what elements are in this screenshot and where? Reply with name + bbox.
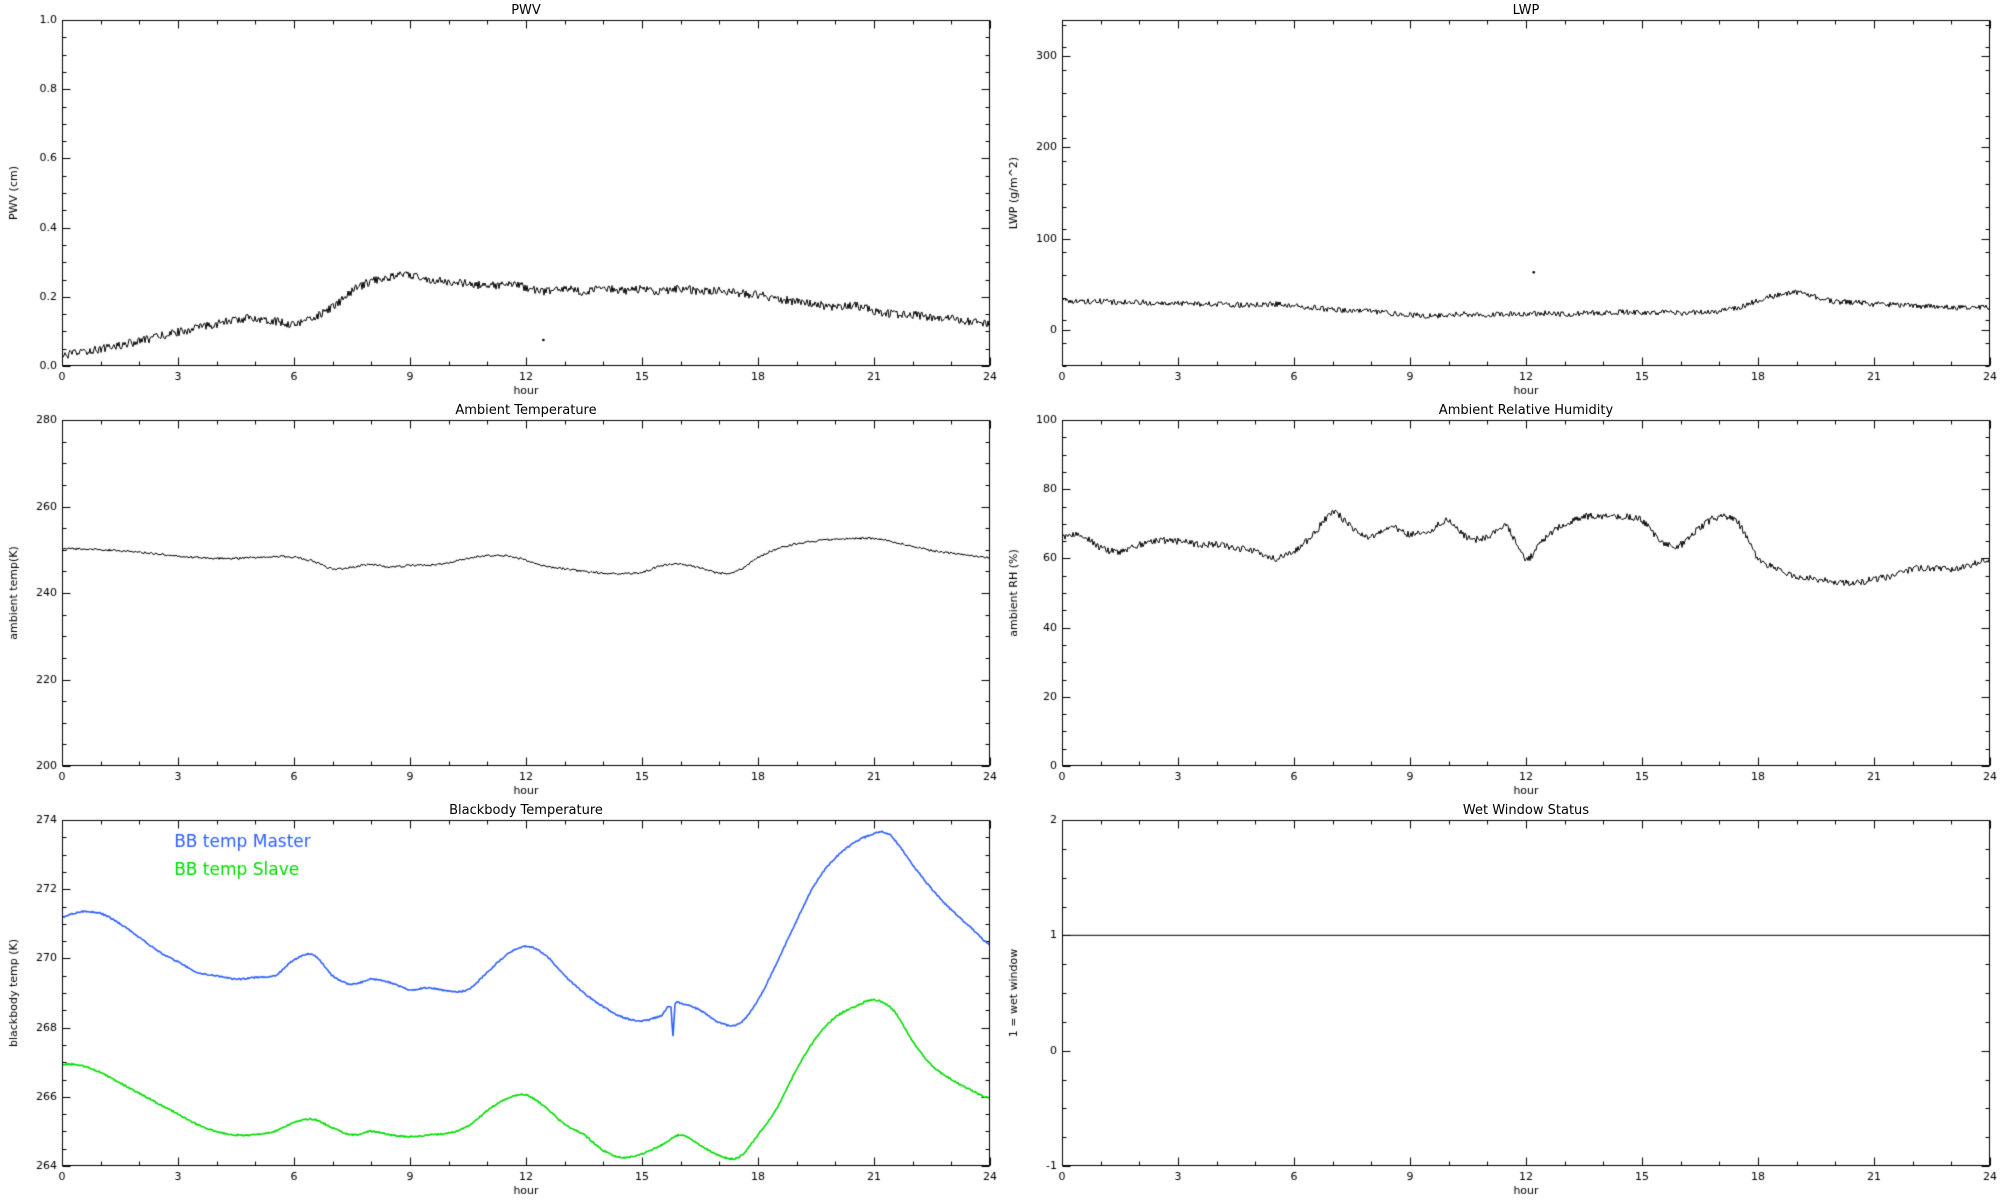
lwp-chart-canvas — [1000, 0, 2000, 400]
ambient-relative-humidity-chart-canvas — [1000, 400, 2000, 800]
pwv-chart-canvas — [0, 0, 1000, 400]
ambient-temperature-chart-canvas — [0, 400, 1000, 800]
wet-window-status-chart-canvas — [1000, 800, 2000, 1200]
ambient-temperature-panel: Ambient Temperature — [0, 400, 1000, 800]
ambient-relative-humidity-panel: Ambient Relative Humidity — [1000, 400, 2000, 800]
pwv-panel: PWV — [0, 0, 1000, 400]
blackbody-temperature-panel: Blackbody Temperature — [0, 800, 1000, 1200]
wet-window-status-panel: Wet Window Status — [1000, 800, 2000, 1200]
blackbody-temperature-chart-canvas — [0, 800, 1000, 1200]
lwp-panel: LWP — [1000, 0, 2000, 400]
